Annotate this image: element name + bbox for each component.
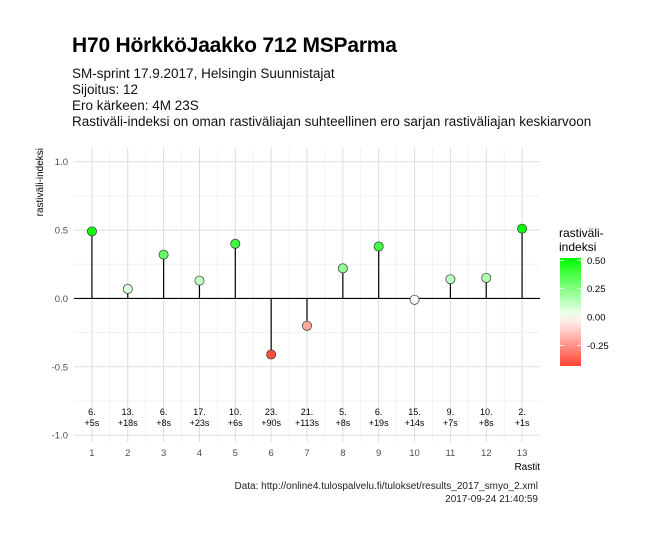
rank-label: 21. — [301, 407, 314, 417]
x-tick-label: 8 — [340, 448, 345, 459]
lollipop-point — [86, 226, 97, 237]
lollipop-point — [302, 320, 312, 331]
lollipop-point — [337, 263, 348, 274]
chart-title: H70 HörkköJaakko 712 MSParma — [72, 34, 397, 57]
rank-label: 6. — [88, 407, 96, 417]
lollipop-point — [517, 223, 528, 234]
grid — [74, 148, 540, 442]
rank-label: 15. — [408, 407, 421, 417]
rank-label: 10. — [229, 407, 242, 417]
y-tick-label: -1.0 — [52, 431, 68, 442]
rank-label: 2. — [518, 407, 526, 417]
x-tick-label: 2 — [125, 448, 130, 459]
x-tick-label: 9 — [376, 448, 381, 459]
diff-label: +5s — [85, 418, 100, 428]
diff-label: +90s — [261, 418, 281, 428]
rank-label: 10. — [480, 407, 493, 417]
x-tick-label: 3 — [161, 448, 166, 459]
rank-label: 9. — [447, 407, 455, 417]
diff-label: +7s — [443, 418, 458, 428]
x-tick-label: 12 — [481, 448, 492, 459]
y-tick-label: 1.0 — [55, 157, 68, 168]
legend: rastiväli-indeksi 0.50 0.25 0.00 -0.25 — [559, 226, 609, 366]
legend-tick-label: 0.50 — [587, 256, 606, 267]
legend-title-line1: rastiväli- — [559, 226, 604, 240]
x-tick-label: 5 — [233, 448, 238, 459]
diff-label: +23s — [190, 418, 210, 428]
x-tick-label: 10 — [409, 448, 420, 459]
legend-tick-label: 0.00 — [587, 313, 606, 324]
x-tick-label: 13 — [517, 448, 528, 459]
lollipop-point — [158, 249, 169, 260]
rank-label: 13. — [122, 407, 135, 417]
legend-colorbar — [560, 258, 581, 366]
y-tick-label: 0.5 — [55, 226, 68, 237]
lollipop-point — [445, 274, 456, 285]
lollipop-point — [409, 294, 420, 305]
diff-label: +8s — [156, 418, 171, 428]
chart-subtitle-rank: Sijoitus: 12 — [72, 82, 139, 97]
chart-caption-source: Data: http://online4.tulospalvelu.fi/tul… — [234, 481, 538, 492]
rank-label: 6. — [160, 407, 168, 417]
axes: -1.0-0.50.00.51.01 2 3 4 5 6 7 8 9 10 11 12 13Rastit… — [35, 148, 540, 473]
lollipop-point — [230, 238, 241, 249]
diff-label: +1s — [515, 418, 530, 428]
diff-label: +8s — [335, 418, 350, 428]
x-tick-label: 11 — [445, 448, 455, 459]
diff-label: +113s — [295, 418, 320, 428]
lollipop-point — [122, 283, 133, 294]
diff-label: +18s — [118, 418, 138, 428]
legend-title-line2: indeksi — [559, 240, 596, 254]
y-tick-label: -0.5 — [52, 362, 68, 373]
legend-tick-label: -0.25 — [587, 341, 609, 352]
diff-label: +8s — [479, 418, 494, 428]
y-axis-title: rastiväli-indeksi — [35, 148, 46, 216]
lollipop-point — [194, 275, 205, 286]
x-tick-label: 7 — [304, 448, 309, 459]
chart-subtitle-race: SM-sprint 17.9.2017, Helsingin Suunnista… — [72, 66, 335, 81]
chart-subtitle-gap: Ero kärkeen: 4M 23S — [72, 98, 199, 113]
chart-subtitle-description: Rastiväli-indeksi on oman rastiväliajan … — [72, 114, 592, 129]
lollipop-point — [373, 241, 384, 252]
diff-label: +14s — [405, 418, 425, 428]
rank-label: 23. — [265, 407, 278, 417]
diff-label: +6s — [228, 418, 243, 428]
diff-label: +19s — [369, 418, 389, 428]
rank-label: 5. — [339, 407, 347, 417]
x-tick-label: 1 — [89, 448, 94, 459]
rank-label: 17. — [193, 407, 206, 417]
lollipop-point — [266, 349, 277, 360]
lollipop-point — [481, 272, 492, 283]
y-tick-label: 0.0 — [55, 294, 68, 305]
x-tick-label: 4 — [197, 448, 202, 459]
x-tick-label: 6 — [269, 448, 274, 459]
legend-tick-label: 0.25 — [587, 284, 606, 295]
x-axis-title: Rastit — [514, 462, 540, 473]
chart-caption-timestamp: 2017-09-24 21:40:59 — [445, 494, 538, 505]
point-labels: 6.+5s13.+18s6.+8s17.+23s10.+6s23.+90s21.… — [85, 407, 530, 428]
data-marks — [86, 223, 528, 360]
rank-label: 6. — [375, 407, 383, 417]
